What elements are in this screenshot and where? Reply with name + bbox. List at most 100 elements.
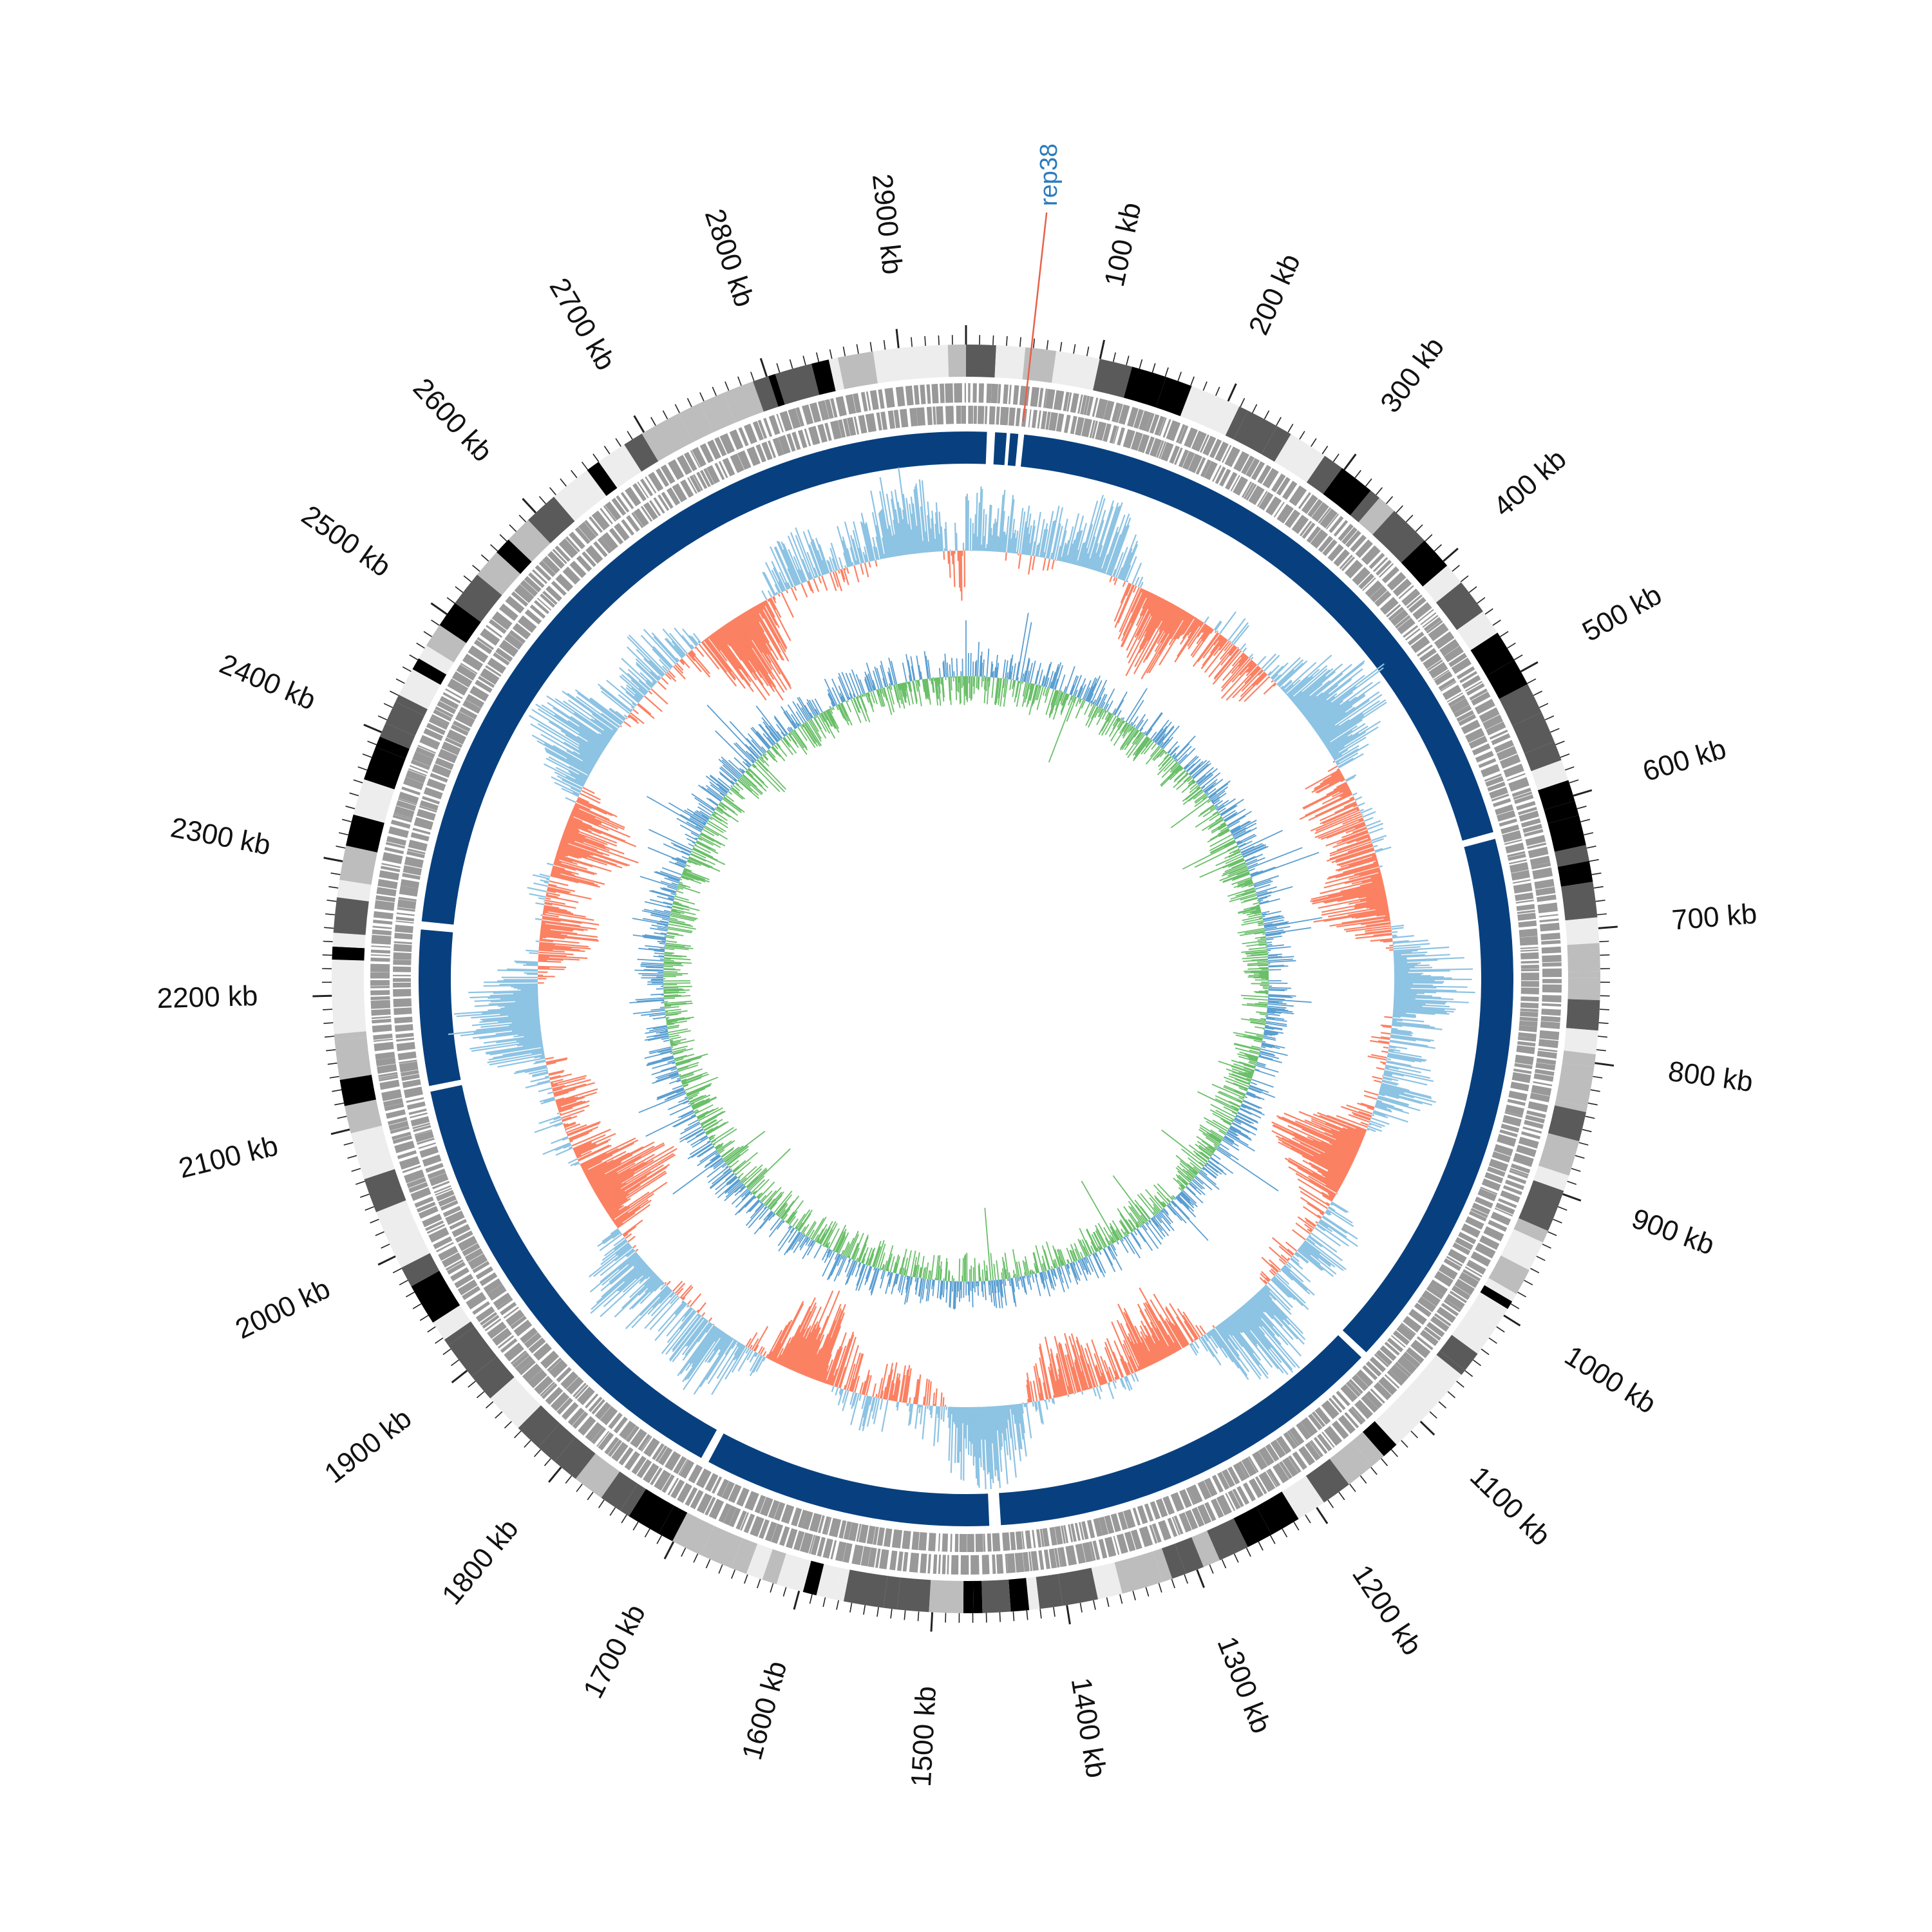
track-a-bar bbox=[591, 718, 615, 735]
track-a-bar bbox=[1322, 699, 1387, 743]
track-a-bar bbox=[1295, 1173, 1336, 1197]
track-a-bar bbox=[745, 1338, 752, 1347]
track-b-bar bbox=[1250, 870, 1264, 876]
minor-tick bbox=[1385, 496, 1394, 504]
gene-box bbox=[824, 399, 834, 419]
track-b-bar bbox=[1087, 683, 1097, 703]
track-b-bar bbox=[1234, 1043, 1261, 1050]
track-b-bar bbox=[1184, 756, 1199, 770]
band-segment bbox=[1026, 1577, 1040, 1611]
gene-box bbox=[438, 1195, 457, 1207]
gene-box bbox=[520, 580, 538, 597]
track-b-bar bbox=[1133, 724, 1136, 728]
track-b-bar bbox=[1237, 835, 1257, 846]
gene-box bbox=[1053, 390, 1065, 411]
track-a-bar bbox=[547, 884, 576, 893]
track-a-bar bbox=[1168, 609, 1184, 634]
track-b-bar bbox=[1238, 840, 1253, 848]
band-segment bbox=[1362, 1421, 1397, 1457]
track-a-bar bbox=[1046, 558, 1051, 571]
minor-tick bbox=[718, 1564, 723, 1574]
track-a-bar bbox=[552, 1084, 565, 1090]
track-a-bar bbox=[1144, 1325, 1163, 1360]
track-a-bar bbox=[1077, 542, 1086, 566]
track-a-bar bbox=[1363, 1090, 1379, 1096]
track-a-bar bbox=[1189, 1343, 1198, 1356]
track-a-bar bbox=[1154, 1343, 1164, 1359]
gene-box bbox=[397, 899, 417, 909]
track-a-bar bbox=[1298, 696, 1317, 711]
track-a-bar bbox=[1117, 1303, 1148, 1367]
minor-tick bbox=[1468, 586, 1477, 593]
band-segment bbox=[1439, 1334, 1478, 1370]
gene-box bbox=[1243, 482, 1255, 500]
track-b-bar bbox=[974, 661, 976, 677]
gene-box bbox=[395, 1024, 413, 1032]
track-a-bar bbox=[988, 505, 992, 552]
track-a-bar bbox=[645, 681, 652, 689]
track-a-bar bbox=[1394, 962, 1421, 965]
track-b-bar bbox=[1060, 693, 1068, 713]
track-a-bar bbox=[506, 968, 538, 971]
gene-box bbox=[696, 1493, 712, 1514]
track-a-bar bbox=[1271, 1278, 1292, 1298]
track-a-bar bbox=[729, 621, 772, 685]
track-a-bar bbox=[1182, 617, 1197, 639]
track-b-bar bbox=[1054, 678, 1059, 690]
track-a-bar bbox=[707, 1340, 737, 1385]
gene-box bbox=[643, 1437, 660, 1457]
track-a-bar bbox=[791, 1338, 807, 1370]
track-a-bar bbox=[1198, 621, 1204, 627]
track-a-bar bbox=[1208, 1331, 1211, 1336]
track-a-bar bbox=[1240, 643, 1247, 651]
minor-tick bbox=[472, 565, 480, 572]
track-a-bar bbox=[1331, 726, 1379, 757]
track-b-bar bbox=[1210, 1157, 1234, 1174]
track-a-bar bbox=[799, 1327, 820, 1374]
track-b-bar bbox=[1059, 692, 1064, 701]
gene-box bbox=[679, 1459, 695, 1479]
track-a-bar bbox=[735, 1345, 745, 1360]
track-a-bar bbox=[765, 1354, 769, 1358]
track-b-bar bbox=[1002, 659, 1006, 679]
track-a-bar bbox=[1125, 600, 1167, 676]
tick-label-1200: 1200 kb bbox=[1346, 1559, 1428, 1661]
gene-box bbox=[1287, 1430, 1300, 1447]
gene-box bbox=[826, 1517, 832, 1535]
track-b-bar bbox=[1169, 767, 1183, 781]
track-a-bar bbox=[1144, 1308, 1171, 1356]
track-a-bar bbox=[1125, 1376, 1133, 1390]
track-b-bar bbox=[1240, 846, 1255, 853]
band-segment bbox=[1555, 1063, 1595, 1106]
track-b-bar bbox=[1222, 864, 1247, 875]
gene-box bbox=[395, 1032, 414, 1039]
track-a-bar bbox=[781, 1305, 811, 1366]
track-b-bar bbox=[1230, 820, 1251, 833]
track-b-bar bbox=[1264, 1033, 1273, 1036]
gene-box bbox=[625, 1425, 639, 1443]
gene-box bbox=[540, 1350, 560, 1369]
track-a-bar bbox=[687, 1320, 708, 1347]
track-a-bar bbox=[785, 1302, 817, 1368]
track-b-bar bbox=[1225, 1080, 1248, 1090]
track-a-bar bbox=[711, 633, 751, 687]
minor-tick bbox=[1240, 398, 1245, 408]
gene-box bbox=[545, 1387, 564, 1405]
minor-tick bbox=[1582, 1129, 1592, 1133]
gene-box bbox=[699, 469, 711, 488]
track-b-bar bbox=[1079, 698, 1081, 703]
track-a-bar bbox=[902, 519, 909, 555]
gene-box bbox=[971, 1555, 980, 1575]
coverage-segment bbox=[966, 431, 987, 464]
track-a-bar bbox=[1314, 694, 1365, 731]
track-b-bar bbox=[1256, 1035, 1264, 1037]
track-a-bar bbox=[1311, 681, 1373, 727]
track-a-bar bbox=[714, 1333, 727, 1352]
track-b-bar bbox=[1227, 815, 1246, 827]
track-a-bar bbox=[553, 1082, 595, 1095]
coverage-segment bbox=[421, 431, 966, 925]
track-a-bar bbox=[769, 1321, 791, 1360]
track-a-bar bbox=[988, 1406, 994, 1484]
track-b-bar bbox=[1259, 898, 1280, 905]
track-b-bar bbox=[1039, 685, 1041, 688]
